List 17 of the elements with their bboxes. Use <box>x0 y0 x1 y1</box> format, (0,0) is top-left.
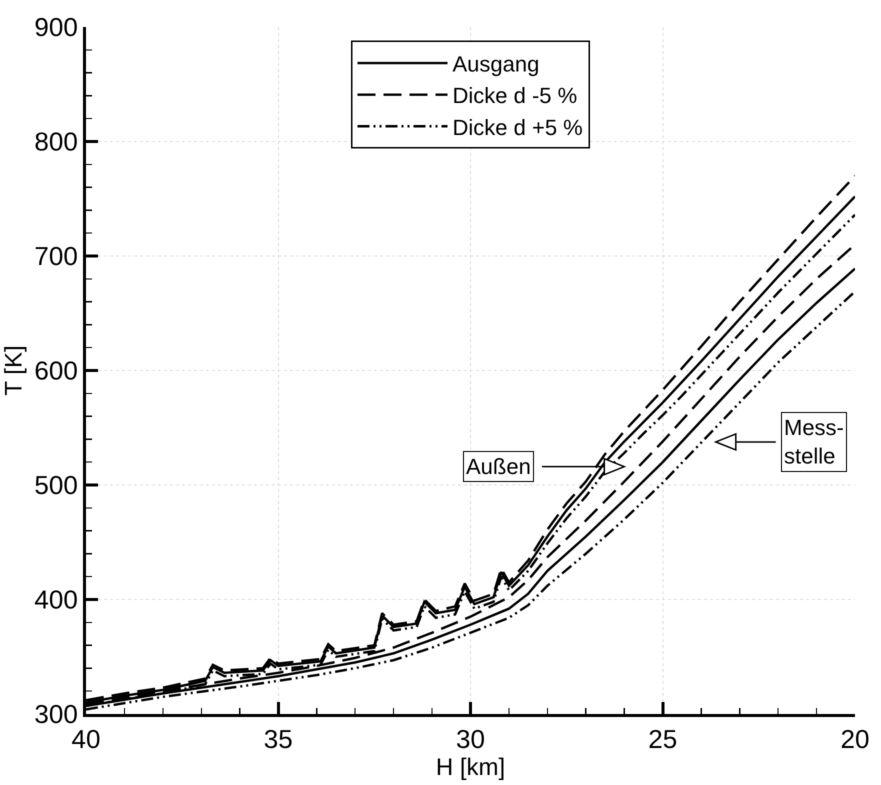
y-tick-label: 500 <box>34 470 78 500</box>
x-tick-label: 25 <box>648 724 678 754</box>
y-tick-label: 400 <box>34 584 78 615</box>
x-tick-label: 35 <box>264 724 293 754</box>
x-tick-label: 30 <box>456 724 485 754</box>
y-tick-label: 800 <box>34 126 78 157</box>
x-tick-label: 20 <box>840 724 870 754</box>
y-tick-label: 900 <box>34 12 78 42</box>
y-tick-label: 600 <box>34 356 78 386</box>
y-tick-label: 700 <box>34 241 78 272</box>
annotation: Mess- stelle <box>784 415 844 469</box>
annotation: Außen <box>466 454 531 479</box>
legend-label: Ausgang <box>452 52 540 77</box>
legend-label: Dicke d +5 % <box>452 114 583 140</box>
y-axis-title: T [K] <box>0 345 28 396</box>
x-axis-title: H [km] <box>436 754 506 782</box>
legend-label: Dicke d -5 % <box>452 83 578 108</box>
